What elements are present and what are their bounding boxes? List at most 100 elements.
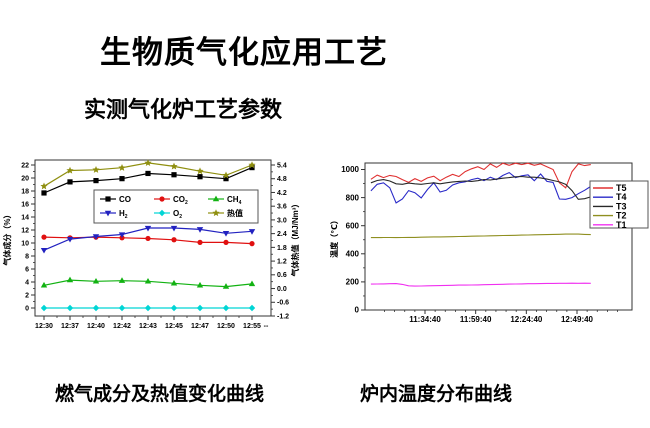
marker-diamond bbox=[66, 304, 74, 312]
legend-label: T1 bbox=[616, 220, 627, 230]
x-axis: 12:30 12:37 12:40 12:42 12:43 12:45 12:47 12:50… bbox=[35, 316, 269, 330]
legend-label: CH4 bbox=[227, 195, 242, 206]
marker-square bbox=[249, 165, 255, 171]
svg-text:12:49:40: 12:49:40 bbox=[561, 315, 594, 324]
marker-triangle-down bbox=[170, 225, 178, 232]
svg-text:16: 16 bbox=[21, 201, 29, 208]
marker-circle bbox=[223, 239, 229, 245]
marker-diamond bbox=[40, 304, 48, 312]
temp-chart-root: 0 200 400 600 800 1000 11:34:40 11:59:40 12:24:4… bbox=[329, 162, 649, 324]
svg-text:12:50: 12:50 bbox=[217, 323, 235, 330]
svg-text:12:37: 12:37 bbox=[61, 323, 79, 330]
y-axis-title: 温度（℃） bbox=[329, 216, 339, 258]
marker-triangle-up bbox=[66, 276, 74, 283]
slide-subtitle: 实测气化炉工艺参数 bbox=[84, 97, 283, 122]
svg-text:3.0: 3.0 bbox=[277, 217, 287, 224]
marker-triangle-up bbox=[248, 280, 256, 287]
marker-circle bbox=[197, 239, 203, 245]
marker-star bbox=[222, 171, 230, 179]
svg-text:0.6: 0.6 bbox=[277, 272, 287, 279]
marker-square bbox=[93, 178, 99, 184]
y-axis-left-title: 气体成分（%） bbox=[2, 210, 12, 266]
marker-triangle-down bbox=[40, 247, 48, 254]
svg-text:12:30: 12:30 bbox=[35, 323, 53, 330]
svg-text:12:24:40: 12:24:40 bbox=[510, 315, 543, 324]
legend-box bbox=[589, 180, 649, 229]
marker-star bbox=[196, 167, 204, 175]
y-axis-left: 0 2 4 6 8 10 12 14 16 18 20 22 bbox=[21, 162, 35, 312]
marker-triangle-down bbox=[118, 232, 126, 238]
y-axis-right: -1.2 -0.6 0.0 0.6 1.2 1.8 2.4 3.0 3.6 4.2 4.8 5.4 bbox=[271, 162, 289, 320]
legend-label: T3 bbox=[616, 201, 627, 211]
marker-circle bbox=[249, 241, 255, 247]
legend-label: O2 bbox=[173, 209, 182, 220]
svg-text:2.4: 2.4 bbox=[277, 231, 287, 238]
marker-triangle-down bbox=[104, 210, 112, 217]
legend-box bbox=[93, 189, 259, 224]
marker-diamond bbox=[170, 304, 178, 312]
x-axis-tail-label: -- bbox=[264, 323, 269, 330]
marker-square bbox=[67, 179, 73, 185]
marker-diamond bbox=[158, 209, 166, 217]
legend-label: CO bbox=[119, 195, 131, 204]
legend-label: T5 bbox=[616, 183, 627, 193]
series-CO bbox=[41, 165, 255, 196]
marker-triangle-down bbox=[196, 227, 204, 233]
svg-text:12:42: 12:42 bbox=[113, 323, 131, 330]
svg-text:0: 0 bbox=[25, 305, 29, 312]
marker-diamond bbox=[248, 304, 256, 312]
svg-text:0: 0 bbox=[355, 306, 360, 315]
svg-text:22: 22 bbox=[21, 162, 29, 169]
y-axis-right-title: 气体热值（MJ/Nm³） bbox=[290, 200, 300, 278]
svg-text:6: 6 bbox=[25, 266, 29, 273]
marker-triangle-down bbox=[144, 225, 152, 232]
gas-composition-chart: 0 2 4 6 8 10 12 14 16 18 20 22 -1.2 -0.6 0.0 0.6 1.2 1.8 2… bbox=[0, 150, 310, 342]
marker-square bbox=[145, 170, 151, 177]
svg-text:1000: 1000 bbox=[341, 165, 359, 174]
series-CO2 bbox=[41, 234, 255, 247]
svg-text:11:59:40: 11:59:40 bbox=[460, 315, 492, 324]
series-热值 bbox=[40, 159, 256, 190]
svg-text:4: 4 bbox=[25, 279, 29, 286]
marker-diamond bbox=[118, 304, 126, 312]
series-T1 bbox=[370, 282, 591, 287]
temp-chart-caption: 炉内温度分布曲线 bbox=[360, 384, 513, 405]
svg-text:1.2: 1.2 bbox=[277, 258, 287, 265]
svg-text:200: 200 bbox=[346, 278, 360, 287]
x-axis: 11:34:40 11:59:40 12:24:40 12:49:40 bbox=[384, 310, 618, 324]
svg-text:20: 20 bbox=[21, 175, 29, 182]
series-O2 bbox=[40, 304, 256, 312]
marker-star bbox=[144, 159, 152, 167]
legend-label: T4 bbox=[616, 192, 627, 202]
marker-triangle-down bbox=[222, 231, 230, 237]
svg-text:5.4: 5.4 bbox=[277, 162, 287, 169]
legend-label: H2 bbox=[119, 209, 128, 220]
marker-star bbox=[170, 162, 178, 170]
marker-star bbox=[40, 182, 48, 190]
svg-text:-1.2: -1.2 bbox=[277, 313, 289, 320]
svg-text:11:34:40: 11:34:40 bbox=[409, 315, 441, 324]
marker-circle bbox=[171, 237, 177, 243]
svg-text:12:45: 12:45 bbox=[165, 323, 183, 330]
gas-chart-caption: 燃气成分及热值变化曲线 bbox=[55, 384, 265, 405]
page-title: 生物质气化应用工艺 bbox=[100, 35, 388, 70]
marker-triangle-up bbox=[222, 283, 230, 289]
series-T2 bbox=[370, 233, 591, 239]
svg-text:2: 2 bbox=[25, 292, 29, 299]
svg-text:4.2: 4.2 bbox=[277, 190, 287, 197]
series-T3 bbox=[370, 175, 591, 200]
marker-diamond bbox=[196, 304, 204, 312]
y-axis: 0 200 400 600 800 1000 bbox=[341, 165, 365, 315]
svg-text:0.0: 0.0 bbox=[277, 286, 287, 293]
marker-square bbox=[41, 190, 47, 196]
marker-square bbox=[171, 172, 177, 178]
series-CH4 bbox=[40, 276, 256, 289]
svg-text:10: 10 bbox=[21, 240, 29, 247]
svg-text:12:55: 12:55 bbox=[243, 323, 261, 330]
marker-triangle-up bbox=[118, 277, 126, 283]
svg-text:1.8: 1.8 bbox=[277, 245, 287, 252]
svg-text:600: 600 bbox=[346, 221, 360, 230]
marker-triangle-up bbox=[92, 277, 100, 284]
